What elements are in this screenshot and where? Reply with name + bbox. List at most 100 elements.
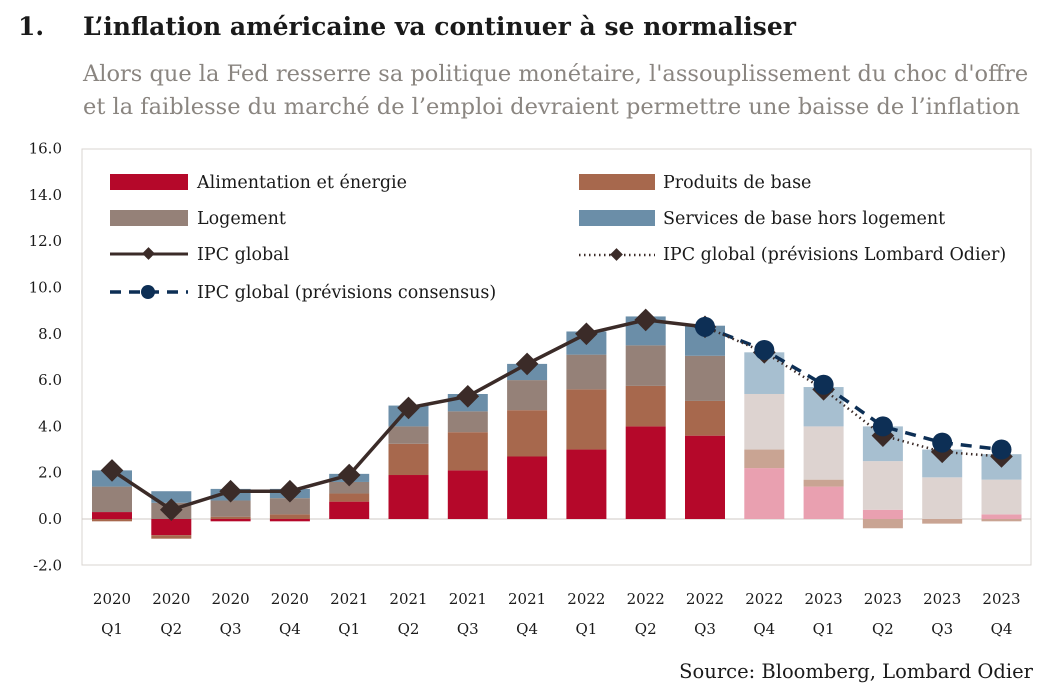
x-tick-year: 2023 — [805, 590, 843, 608]
legend-label-food-energy: Alimentation et énergie — [196, 173, 407, 193]
marker-cpi — [634, 308, 658, 332]
x-tick-year: 2021 — [389, 590, 427, 608]
x-tick-year: 2020 — [93, 590, 131, 608]
marker-cpi — [278, 479, 302, 503]
bar-core-goods — [862, 519, 903, 529]
x-tick-quarter: Q4 — [753, 620, 775, 638]
marker-cpi-consensus — [754, 340, 775, 361]
x-tick-year: 2023 — [982, 590, 1020, 608]
bar-services — [151, 491, 192, 503]
bar-core-goods — [803, 479, 844, 487]
bar-core-goods — [329, 493, 370, 502]
y-tick-label: -2.0 — [33, 556, 62, 574]
chart-title: L’inflation américaine va continuer à se… — [83, 12, 796, 41]
bars — [92, 316, 1022, 539]
bar-core-goods — [92, 519, 132, 522]
bar-shelter — [922, 477, 963, 519]
bar-core-goods — [507, 410, 548, 457]
x-tick-year: 2023 — [864, 590, 902, 608]
legend-swatch-shelter — [110, 210, 188, 226]
bar-shelter — [981, 479, 1022, 515]
marker-cpi-consensus — [872, 416, 893, 437]
y-tick-label: 10.0 — [29, 279, 62, 297]
x-tick-quarter: Q2 — [872, 620, 894, 638]
marker-cpi-consensus — [695, 316, 715, 337]
y-tick-label: 16.0 — [29, 140, 62, 158]
x-tick-year: 2021 — [330, 590, 368, 608]
x-tick-quarter: Q1 — [813, 620, 835, 638]
x-tick-year: 2023 — [923, 590, 961, 608]
bar-core-goods — [744, 449, 785, 469]
bar-core-goods — [625, 385, 666, 427]
marker-cpi-consensus — [932, 432, 953, 453]
y-tick-label: 12.0 — [29, 232, 62, 250]
bar-shelter — [388, 426, 429, 444]
x-tick-year: 2020 — [212, 590, 250, 608]
y-tick-label: 8.0 — [38, 325, 62, 343]
bar-core-goods — [922, 519, 963, 524]
bar-food-energy — [744, 468, 785, 519]
x-tick-quarter: Q3 — [694, 620, 716, 638]
bar-food-energy — [566, 449, 607, 519]
bar-food-energy — [981, 514, 1022, 519]
bar-food-energy — [507, 456, 548, 519]
bar-core-goods — [566, 389, 607, 450]
marker-cpi-consensus — [991, 439, 1012, 460]
marker-cpi — [515, 352, 539, 376]
x-tick-quarter: Q3 — [931, 620, 953, 638]
bar-shelter — [566, 354, 607, 390]
plot-frame — [81, 148, 1032, 566]
legend-swatch-cpi-lo — [579, 248, 655, 261]
chart-canvas: -2.0 0.0 2.0 4.0 6.0 8.0 10.0 12.0 14.0 16.0 2020… — [29, 140, 1032, 638]
figure-number: 1. — [18, 12, 45, 41]
bar-food-energy — [803, 486, 844, 519]
x-tick-year: 2022 — [567, 590, 605, 608]
bar-shelter — [447, 411, 488, 433]
x-tick-quarter: Q4 — [991, 620, 1013, 638]
bar-food-energy — [329, 501, 370, 519]
bar-shelter — [92, 486, 132, 513]
x-tick-quarter: Q3 — [457, 620, 479, 638]
legend-swatch-services — [579, 210, 655, 226]
y-tick-label: 6.0 — [38, 371, 62, 389]
legend: Alimentation et énergie Produits de base… — [110, 173, 1006, 303]
legend-label-cpi: IPC global — [197, 245, 290, 265]
x-tick-year: 2022 — [745, 590, 783, 608]
bar-shelter — [329, 481, 370, 494]
bar-core-goods — [269, 514, 310, 519]
x-tick-quarter: Q1 — [101, 620, 123, 638]
x-tick-year: 2021 — [449, 590, 487, 608]
y-tick-label: 2.0 — [38, 464, 62, 482]
chart-subtitle: Alors que la Fed resserre sa politique m… — [83, 61, 1029, 120]
x-tick-year: 2020 — [152, 590, 190, 608]
y-tick-label: 4.0 — [38, 417, 62, 435]
bar-food-energy — [447, 470, 488, 519]
bar-shelter — [744, 393, 785, 450]
legend-label-core-goods: Produits de base — [663, 173, 811, 193]
x-tick-quarter: Q2 — [160, 620, 182, 638]
x-tick-year: 2021 — [508, 590, 546, 608]
marker-cpi — [100, 459, 124, 482]
marker-cpi — [456, 384, 480, 408]
x-tick-quarter: Q4 — [279, 620, 301, 638]
legend-swatch-food-energy — [110, 174, 188, 190]
bar-food-energy — [92, 512, 132, 519]
y-tick-label: 14.0 — [29, 186, 62, 204]
legend-swatch-cpi — [110, 247, 188, 260]
x-tick-quarter: Q1 — [338, 620, 360, 638]
bar-shelter — [685, 355, 725, 401]
bar-food-energy — [388, 475, 429, 519]
bar-shelter — [862, 461, 903, 510]
x-tick-year: 2020 — [271, 590, 309, 608]
bar-core-goods — [210, 516, 251, 519]
legend-label-cpi-consensus: IPC global (prévisions consensus) — [197, 283, 496, 303]
source-note: Source: Bloomberg, Lombard Odier — [679, 660, 1033, 683]
bar-food-energy — [151, 519, 192, 536]
bar-core-goods — [447, 432, 488, 471]
x-tick-quarter: Q3 — [220, 620, 242, 638]
x-tick-quarter: Q2 — [398, 620, 420, 638]
lines — [100, 308, 1013, 522]
y-tick-label: 0.0 — [38, 510, 62, 528]
bar-core-goods — [685, 400, 725, 436]
x-tick-year: 2022 — [686, 590, 724, 608]
